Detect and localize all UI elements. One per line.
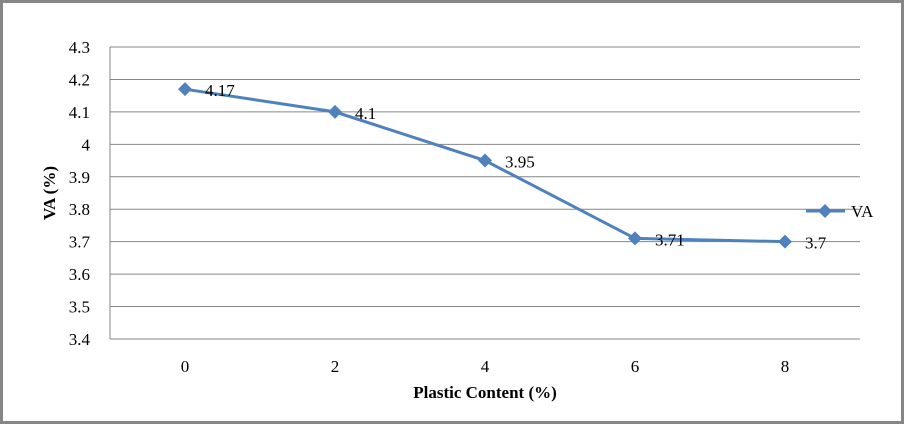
x-tick-label: 2 — [331, 357, 340, 376]
data-label: 4.17 — [205, 81, 235, 100]
y-tick-label: 4.2 — [69, 70, 90, 89]
x-tick-label: 4 — [481, 357, 490, 376]
data-point — [178, 82, 192, 97]
data-label: 3.7 — [805, 234, 827, 253]
y-tick-label: 4 — [82, 135, 91, 154]
x-tick-label: 6 — [631, 357, 640, 376]
legend-label: VA — [851, 202, 874, 221]
y-tick-label: 3.9 — [69, 168, 90, 187]
data-point — [778, 234, 792, 249]
data-label: 4.1 — [355, 104, 376, 123]
line-chart: 3.4 3.5 3.6 3.7 3.8 3.9 4 4.1 4.2 4.3 0 2 4 6 8 4.17 4… — [40, 38, 874, 402]
legend: VA — [806, 202, 874, 221]
data-label: 3.95 — [505, 153, 535, 172]
data-point — [328, 104, 342, 119]
data-label: 3.71 — [655, 230, 685, 249]
data-point — [478, 153, 492, 168]
y-tick-label: 4.1 — [69, 103, 90, 122]
y-tick-label: 4.3 — [69, 38, 90, 57]
x-tick-label: 8 — [781, 357, 790, 376]
legend-marker-icon — [818, 204, 832, 218]
data-point — [628, 231, 642, 246]
y-axis-label: VA (%) — [40, 166, 59, 220]
y-tick-label: 3.8 — [69, 200, 90, 219]
x-axis-label: Plastic Content (%) — [413, 383, 557, 402]
y-tick-label: 3.5 — [69, 298, 90, 317]
y-tick-label: 3.4 — [69, 330, 91, 349]
y-tick-label: 3.6 — [69, 265, 90, 284]
x-tick-label: 0 — [181, 357, 190, 376]
y-tick-label: 3.7 — [69, 233, 91, 252]
